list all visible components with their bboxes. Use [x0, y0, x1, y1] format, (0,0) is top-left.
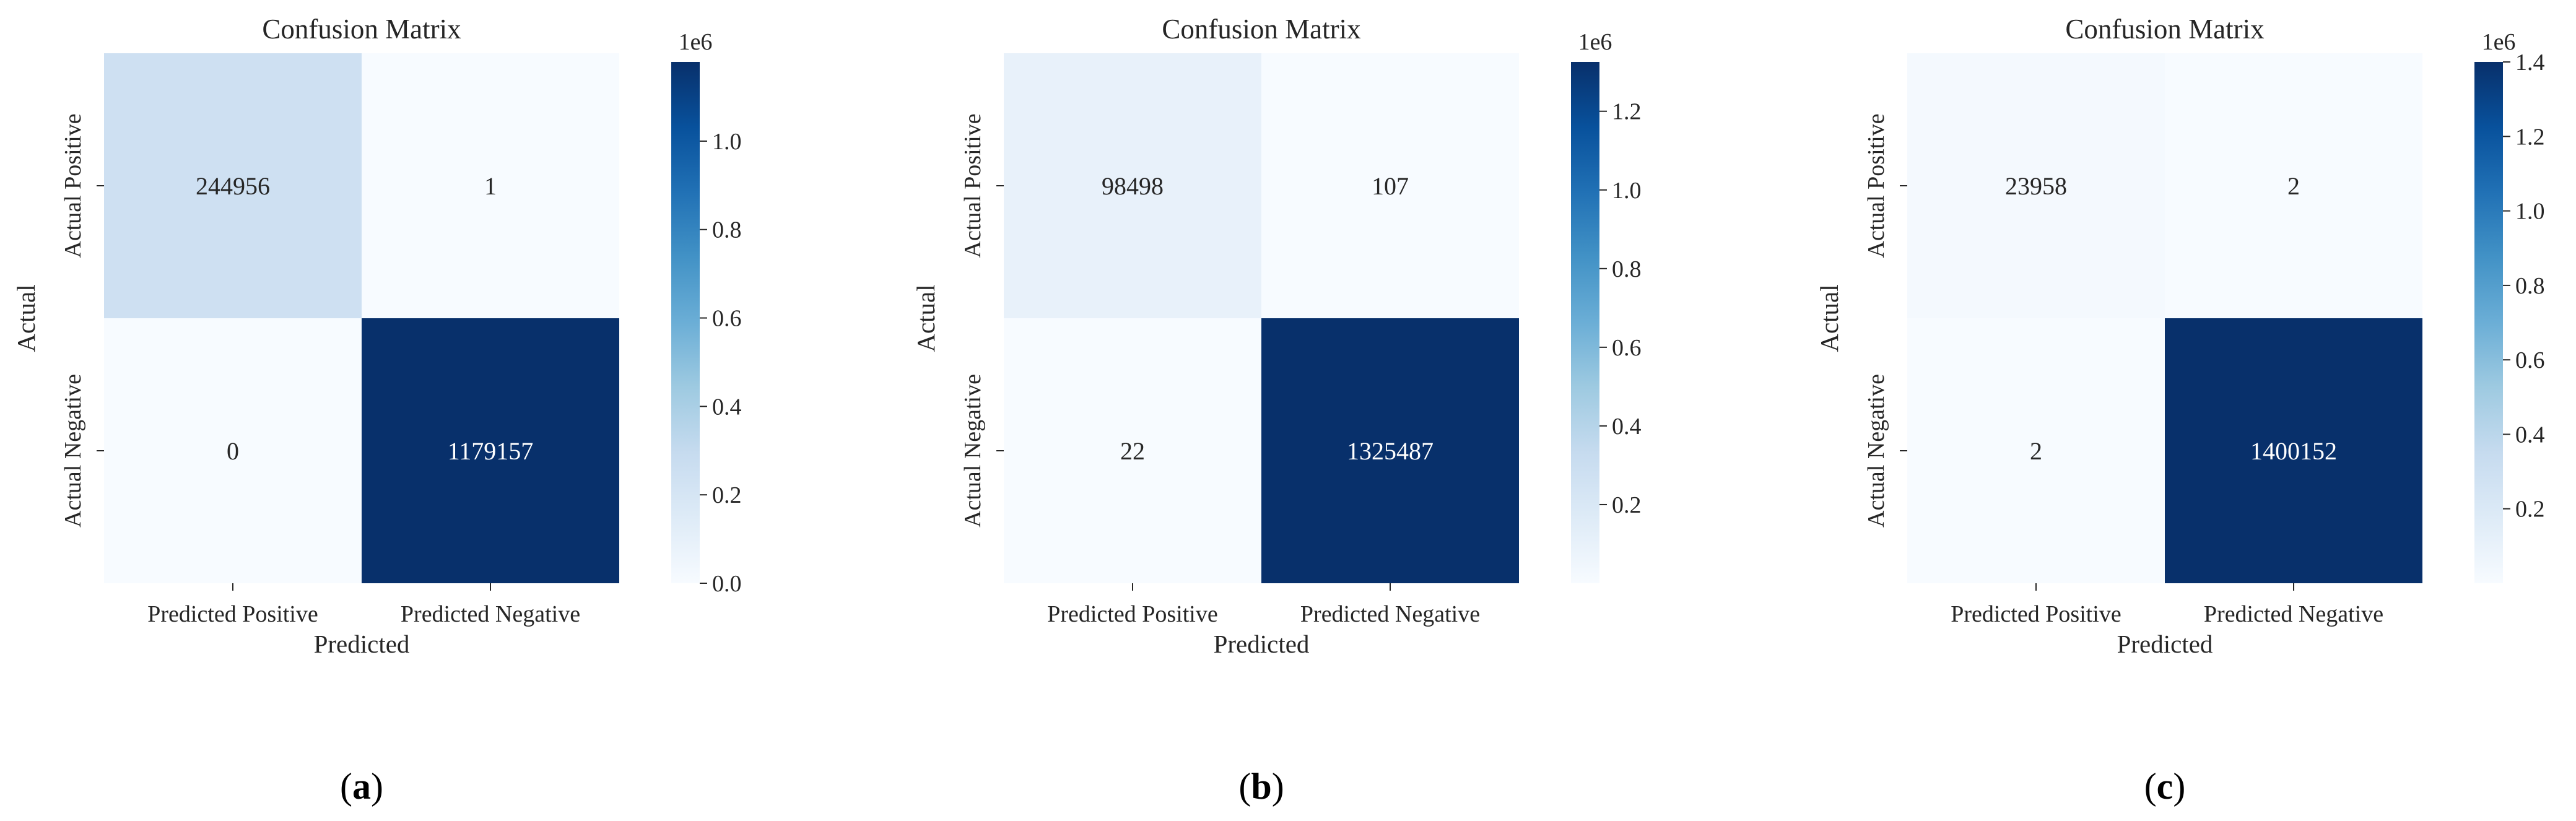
x-tick-label: Predicted Positive: [1047, 601, 1217, 627]
x-axis-label: Predicted: [1214, 630, 1310, 658]
colorbar-tick-label: 0.6: [712, 306, 742, 332]
heatmap-cell: [1261, 53, 1519, 318]
heatmap-cell: [362, 318, 619, 583]
heatmap-cell: [1907, 53, 2165, 318]
heatmap-cell: [2165, 53, 2422, 318]
y-tick-label: Actual Positive: [960, 113, 986, 258]
colorbar-multiplier: 1e6: [1578, 29, 1612, 55]
heatmap-cell: [1907, 318, 2165, 583]
cell-value-label: 2: [2030, 437, 2042, 465]
y-axis-label: Actual: [912, 284, 940, 352]
y-axis-label: Actual: [12, 284, 40, 352]
colorbar-tick-label: 0.6: [1612, 335, 1642, 361]
heatmap-cell: [2165, 318, 2422, 583]
colorbar-tick-label: 0.2: [712, 482, 742, 508]
panel-a: Confusion Matrix 244956 1 0 1179157 Actual Po…: [12, 14, 742, 807]
subfigure-letter: a: [352, 766, 371, 807]
x-tick-label: Predicted Positive: [1951, 601, 2121, 627]
colorbar-tick-label: 1.0: [712, 129, 742, 155]
colorbar-multiplier: 1e6: [2482, 29, 2516, 55]
subfigure-letter: b: [1251, 766, 1271, 807]
chart-title: Confusion Matrix: [1162, 14, 1360, 45]
colorbar-tick-label: 0.6: [2515, 347, 2545, 373]
y-tick-label: Actual Negative: [1863, 374, 1889, 528]
colorbar-tick-label: 0.4: [1612, 414, 1642, 440]
cell-value-label: 2: [2287, 172, 2300, 200]
cell-value-label: 0: [227, 437, 239, 465]
y-axis-label: Actual: [1815, 284, 1843, 352]
cell-value-label: 98498: [1102, 172, 1164, 200]
cell-value-label: 1325487: [1347, 437, 1434, 465]
heatmap-cell: [1004, 53, 1261, 318]
cell-value-label: 1179157: [448, 437, 534, 465]
colorbar-tick-label: 0.4: [712, 394, 742, 420]
x-axis-label: Predicted: [2117, 630, 2213, 658]
colorbar: [1571, 62, 1599, 583]
heatmap-cell: [362, 53, 619, 318]
colorbar-tick-label: 0.0: [712, 571, 742, 597]
colorbar-multiplier: 1e6: [679, 29, 713, 55]
colorbar-tick-label: 1.0: [2515, 199, 2545, 225]
colorbar: [2474, 62, 2503, 583]
colorbar-tick-label: 1.0: [1612, 178, 1642, 204]
panel-b: Confusion Matrix 98498 107 22 1325487 Actual …: [912, 14, 1642, 807]
chart-title: Confusion Matrix: [262, 14, 461, 45]
cell-value-label: 107: [1372, 172, 1409, 200]
colorbar-tick-label: 0.8: [712, 217, 742, 243]
subfigure-letter: c: [2157, 766, 2174, 807]
heatmap-cell: [104, 318, 362, 583]
colorbar-tick-label: 1.4: [2515, 50, 2545, 76]
cell-value-label: 23958: [2005, 172, 2067, 200]
colorbar-tick-label: 0.2: [1612, 492, 1642, 518]
y-tick-label: Actual Negative: [60, 374, 86, 528]
colorbar: [671, 62, 700, 583]
heatmap-cell: [1004, 318, 1261, 583]
cell-value-label: 22: [1120, 437, 1145, 465]
colorbar-tick-label: 1.2: [2515, 124, 2545, 150]
x-axis-label: Predicted: [314, 630, 410, 658]
subfigure-label: (c): [2144, 766, 2186, 807]
subfigure-label: (a): [340, 766, 383, 807]
cell-value-label: 244956: [196, 172, 270, 200]
colorbar-tick-label: 1.2: [1612, 99, 1642, 125]
x-tick-label: Predicted Negative: [2204, 601, 2383, 627]
x-tick-label: Predicted Negative: [401, 601, 580, 627]
colorbar-tick-label: 0.8: [1612, 256, 1642, 282]
panel-c: Confusion Matrix 23958 2 2 1400152 Actual Pos…: [1815, 14, 2545, 807]
x-tick-label: Predicted Positive: [147, 601, 318, 627]
heatmap-cell: [104, 53, 362, 318]
colorbar-tick-label: 0.4: [2515, 422, 2545, 448]
subfigure-label: (b): [1238, 766, 1284, 807]
x-tick-label: Predicted Negative: [1300, 601, 1480, 627]
cell-value-label: 1: [484, 172, 497, 200]
colorbar-tick-label: 0.8: [2515, 273, 2545, 299]
y-tick-label: Actual Positive: [1863, 113, 1889, 258]
y-tick-label: Actual Positive: [60, 113, 86, 258]
y-tick-label: Actual Negative: [960, 374, 986, 528]
chart-title: Confusion Matrix: [2065, 14, 2264, 45]
heatmap-cell: [1261, 318, 1519, 583]
cell-value-label: 1400152: [2250, 437, 2337, 465]
colorbar-tick-label: 0.2: [2515, 497, 2545, 523]
